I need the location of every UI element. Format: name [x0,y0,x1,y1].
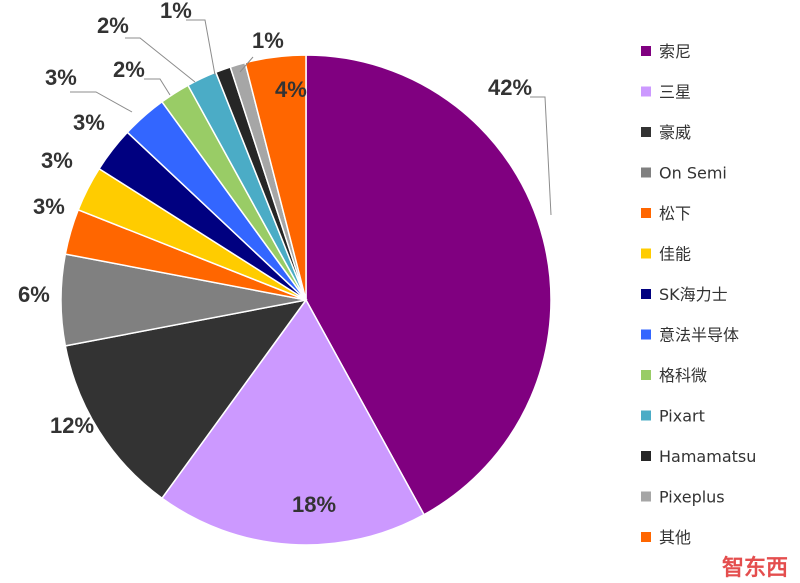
legend-label-7: SK海力士 [659,285,728,304]
leader-line-9 [144,78,171,96]
legend-label-5: 松下 [659,204,691,223]
slice-value-label-6: 3% [41,148,73,173]
legend-label-4: On Semi [659,164,727,183]
legend-swatch-11 [641,451,651,461]
slice-value-label-9: 2% [113,57,145,82]
slice-value-label-1: 42% [488,75,532,100]
pie-slice-13 [244,54,307,301]
leader-line-12 [239,56,254,73]
legend-swatch-2 [641,86,651,97]
watermark-text: 智东西 [722,555,788,581]
legend-swatch-12 [641,491,651,502]
pie-slices [60,54,552,546]
slice-value-label-2: 18% [292,492,336,517]
label-leader-lines [70,19,552,216]
legend-swatch-13 [641,532,651,542]
pie-slice-1 [305,54,552,516]
legend-swatch-5 [641,208,651,218]
legend-label-6: 佳能 [659,245,691,264]
legend-label-11: Hamamatsu [659,447,756,466]
slice-value-label-4: 6% [18,282,50,307]
leader-line-8 [70,91,133,113]
leader-line-10 [125,37,196,83]
legend-swatch-3 [641,127,651,137]
legend-swatch-9 [641,370,651,380]
value-labels: 42%18%12%6%3%3%3%3% 2%2%1%1%4% [18,0,532,517]
legend-label-2: 三星 [659,83,691,102]
slice-value-label-10: 2% [97,13,129,38]
pie-slice-3 [64,298,308,500]
slice-value-label-12: 1% [252,28,284,53]
legend-swatch-4 [641,167,651,178]
legend-label-9: 格科微 [659,366,707,385]
slice-value-label-11: 1% [160,0,192,23]
pie-slice-2 [160,298,426,546]
slice-value-label-7: 3% [73,110,105,135]
slice-value-label-13: 4% [275,77,307,102]
legend-label-12: Pixeplus [659,488,725,507]
legend-swatch-7 [641,289,651,299]
legend-label-1: 索尼 [659,42,691,61]
leader-line-1 [530,96,552,216]
slice-value-label-5: 3% [33,194,65,219]
slice-value-label-8: 3% [45,65,77,90]
legend-label-10: Pixart [659,407,705,426]
slice-value-label-3: 12% [50,413,94,438]
leader-line-11 [186,19,216,76]
legend-swatch-10 [641,410,651,421]
legend-label-8: 意法半导体 [659,326,739,345]
legend-swatch-6 [641,248,651,259]
legend-label-3: 豪威 [659,123,691,142]
legend-swatch-8 [641,329,651,340]
legend-label-13: 其他 [659,528,691,547]
legend-swatch-1 [641,46,651,56]
